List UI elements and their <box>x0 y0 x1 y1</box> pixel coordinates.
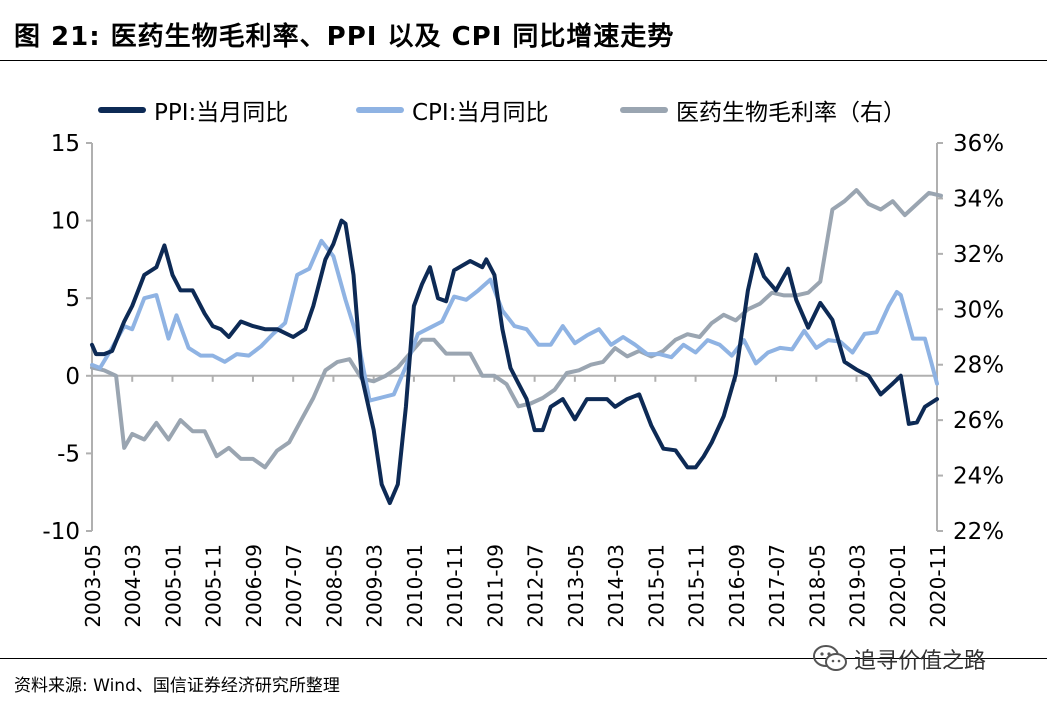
x-axis-tick-label: 2005-11 <box>202 544 226 628</box>
x-axis-tick-label: 2008-05 <box>322 544 346 628</box>
series-line-ppi <box>90 218 939 506</box>
legend-swatch-ppi <box>98 107 146 113</box>
series-line-margin <box>90 188 943 470</box>
x-axis-tick-label: 2004-03 <box>121 544 145 628</box>
chart-legend: PPI:当月同比 CPI:当月同比 医药生物毛利率（右） <box>0 90 1047 130</box>
right-axis-tick-label: 32% <box>953 242 1004 268</box>
x-axis-tick-label: 2011-09 <box>483 544 507 628</box>
legend-label-ppi: PPI:当月同比 <box>154 100 289 126</box>
footer-divider <box>0 658 1047 659</box>
right-axis-tick-label: 26% <box>953 408 1004 434</box>
x-axis-tick-label: 2014-03 <box>604 544 628 628</box>
right-axis-tick-label: 22% <box>953 519 1004 545</box>
x-axis-tick-label: 2017-07 <box>765 544 789 628</box>
legend-swatch-margin <box>620 107 668 113</box>
x-axis-tick-label: 2015-11 <box>685 544 709 628</box>
right-axis-tick-label: 36% <box>953 131 1004 157</box>
legend-swatch-cpi <box>356 107 404 113</box>
right-axis-tick-label: 28% <box>953 353 1004 379</box>
watermark: 追寻价值之路 <box>812 641 986 677</box>
x-axis-tick-label: 2003-05 <box>81 544 105 628</box>
watermark-text: 追寻价值之路 <box>854 649 987 674</box>
legend-item-margin: 医药生物毛利率（右） <box>620 90 906 130</box>
page-title: 图 21: 医药生物毛利率、PPI 以及 CPI 同比增速走势 <box>14 22 675 52</box>
left-axis-tick-label: 15 <box>51 131 80 157</box>
title-bar: 图 21: 医药生物毛利率、PPI 以及 CPI 同比增速走势 <box>0 0 1047 66</box>
left-axis-tick-label: 10 <box>51 209 80 235</box>
x-axis-tick-label: 2010-01 <box>403 544 427 628</box>
legend-label-cpi: CPI:当月同比 <box>412 100 549 126</box>
x-axis-tick-label: 2009-03 <box>363 544 387 628</box>
left-axis-tick-label: 0 <box>65 364 80 390</box>
series-line-cpi <box>90 238 939 403</box>
legend-item-ppi: PPI:当月同比 <box>98 90 288 130</box>
left-axis-tick-label: -5 <box>57 441 80 467</box>
wechat-icon <box>813 645 847 671</box>
x-axis-tick-label: 2019-03 <box>846 544 870 628</box>
title-divider <box>0 60 1047 61</box>
x-axis-tick-label: 2006-09 <box>242 544 266 628</box>
legend-item-cpi: CPI:当月同比 <box>356 90 548 130</box>
x-axis-tick-label: 2016-09 <box>725 544 749 628</box>
x-axis-tick-label: 2005-01 <box>161 544 185 628</box>
x-axis-tick-label: 2018-05 <box>805 544 829 628</box>
source-note: 资料来源: Wind、国信证券经济研究所整理 <box>14 676 340 696</box>
x-axis-tick-label: 2013-05 <box>564 544 588 628</box>
x-axis-tick-label: 2012-07 <box>524 544 548 628</box>
x-axis-tick-label: 2010-11 <box>443 544 467 628</box>
x-axis-tick-label: 2020-11 <box>926 544 950 628</box>
x-axis-tick-label: 2007-07 <box>282 544 306 628</box>
x-axis-tick-label: 2020-01 <box>886 544 910 628</box>
x-axis-tick-label: 2015-01 <box>644 544 668 628</box>
left-axis-tick-label: -10 <box>42 519 80 545</box>
legend-label-margin: 医药生物毛利率（右） <box>676 100 906 126</box>
left-axis-tick-label: 5 <box>65 286 80 312</box>
right-axis-tick-label: 24% <box>953 464 1004 490</box>
right-axis-tick-label: 30% <box>953 297 1004 323</box>
chart-series <box>90 188 943 506</box>
chart-axes: 15 10 5 0 -5 -10 36% 34% 32% 30% 28% 26% 24% 22% 2003-… <box>42 131 1004 628</box>
right-axis-tick-label: 34% <box>953 186 1004 212</box>
